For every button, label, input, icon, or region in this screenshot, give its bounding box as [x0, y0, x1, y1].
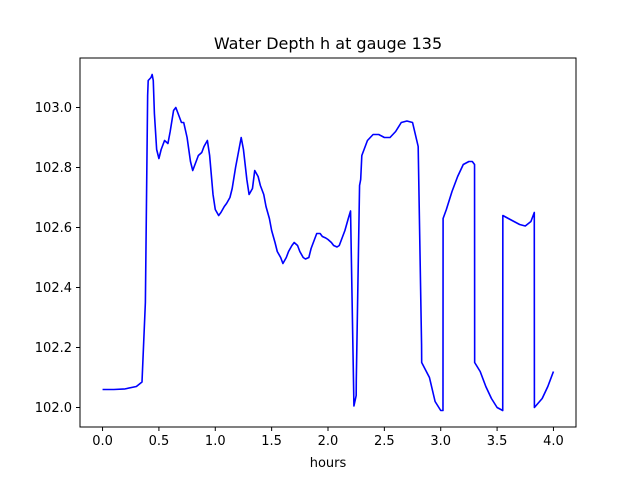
- x-tick-label: 3.5: [487, 434, 508, 449]
- x-axis: 0.0 0.5 1.0 1.5 2.0 2.5 3.0 3.5 4.0: [92, 427, 564, 449]
- series-line-1: [102, 73, 555, 412]
- y-tick-label: 102.0: [35, 401, 72, 416]
- y-tick-label: 103.0: [35, 101, 72, 116]
- x-tick-label: 2.0: [318, 434, 339, 449]
- chart-title: Water Depth h at gauge 135: [214, 34, 442, 53]
- y-tick-label: 102.6: [35, 221, 72, 236]
- x-tick-label: 0.5: [149, 434, 170, 449]
- y-tick-label: 102.4: [35, 281, 72, 296]
- x-tick-label: 2.5: [374, 434, 395, 449]
- x-tick-label: 3.0: [430, 434, 451, 449]
- x-tick-label: 4.0: [543, 434, 564, 449]
- x-axis-label: hours: [310, 456, 347, 471]
- y-tick-label: 102.2: [35, 341, 72, 356]
- y-axis: 102.0 102.2 102.4 102.6 102.8 103.0: [35, 101, 80, 416]
- x-tick-label: 0.0: [92, 434, 113, 449]
- x-tick-label: 1.5: [261, 434, 282, 449]
- x-tick-label: 1.0: [205, 434, 226, 449]
- plot-area: [102, 73, 555, 412]
- y-tick-label: 102.8: [35, 161, 72, 176]
